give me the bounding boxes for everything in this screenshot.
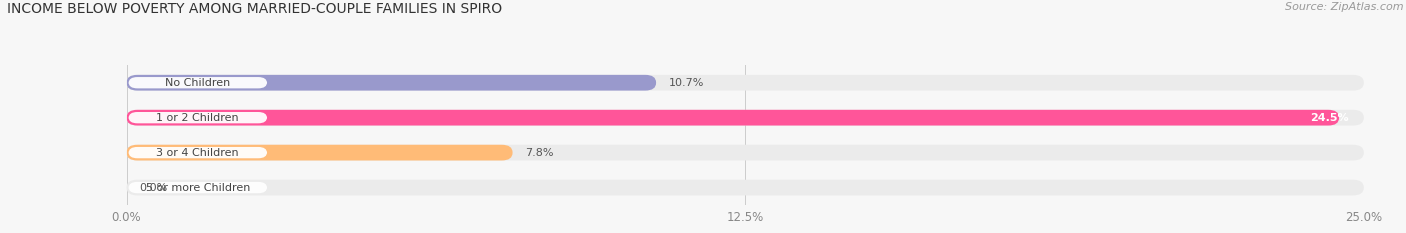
FancyBboxPatch shape xyxy=(127,110,1339,126)
Text: 7.8%: 7.8% xyxy=(524,148,554,158)
Text: 3 or 4 Children: 3 or 4 Children xyxy=(156,148,239,158)
Text: No Children: No Children xyxy=(165,78,231,88)
FancyBboxPatch shape xyxy=(127,75,1364,91)
Text: 24.5%: 24.5% xyxy=(1310,113,1348,123)
Text: INCOME BELOW POVERTY AMONG MARRIED-COUPLE FAMILIES IN SPIRO: INCOME BELOW POVERTY AMONG MARRIED-COUPL… xyxy=(7,2,502,16)
FancyBboxPatch shape xyxy=(128,112,267,123)
FancyBboxPatch shape xyxy=(127,75,657,91)
Text: 10.7%: 10.7% xyxy=(668,78,704,88)
Text: 0.0%: 0.0% xyxy=(139,183,167,192)
FancyBboxPatch shape xyxy=(127,110,1364,126)
Text: 1 or 2 Children: 1 or 2 Children xyxy=(156,113,239,123)
FancyBboxPatch shape xyxy=(127,180,1364,195)
FancyBboxPatch shape xyxy=(127,145,513,161)
FancyBboxPatch shape xyxy=(128,182,267,193)
Text: Source: ZipAtlas.com: Source: ZipAtlas.com xyxy=(1285,2,1403,12)
FancyBboxPatch shape xyxy=(128,77,267,88)
FancyBboxPatch shape xyxy=(127,145,1364,161)
FancyBboxPatch shape xyxy=(128,147,267,158)
Text: 5 or more Children: 5 or more Children xyxy=(146,183,250,192)
